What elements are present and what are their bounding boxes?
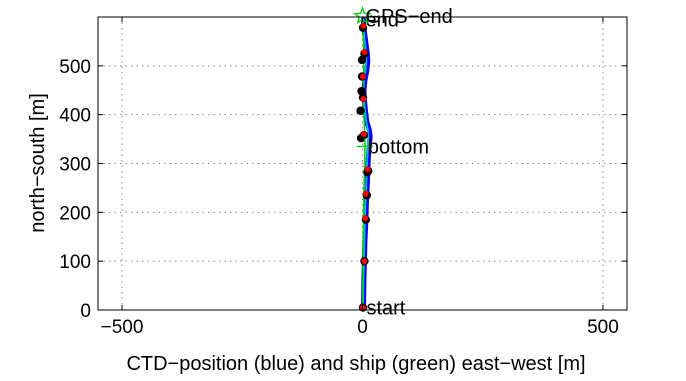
ship-station-marker — [359, 73, 367, 80]
y-tick-label: 500 — [59, 57, 91, 78]
markers — [356, 22, 373, 312]
ship-station-marker — [362, 215, 369, 222]
ship-station-marker — [361, 49, 368, 56]
bottom-plus-marker — [356, 138, 373, 155]
y-tick-label: 200 — [59, 203, 91, 224]
ship-station-marker — [362, 190, 369, 197]
y-tick-label: 0 — [80, 301, 91, 322]
ship-station-marker — [360, 95, 367, 103]
ship-station-marker — [361, 258, 368, 265]
y-tick-label: 100 — [59, 252, 91, 273]
ship-station-marker — [364, 166, 371, 173]
series-line — [361, 18, 366, 309]
ship-station-marker — [360, 131, 368, 138]
x-tick-label: 500 — [587, 317, 619, 338]
x-axis-label: CTD−position (blue) and ship (green) eas… — [126, 353, 585, 375]
x-tick-label: 0 — [357, 317, 368, 338]
y-tick-label: 300 — [59, 155, 91, 176]
series-line — [362, 18, 370, 309]
y-tick-label: 400 — [59, 106, 91, 127]
series — [361, 16, 373, 311]
axes: −500 0 500 0 100 200 300 400 500 — [59, 16, 628, 338]
ctd-station-marker — [356, 106, 365, 115]
annotation-end: end — [366, 9, 399, 31]
annotation-bottom: bottom — [368, 136, 429, 158]
ctd-station-marker — [357, 87, 366, 96]
ship-station-marker — [360, 22, 367, 29]
y-axis-label: north−south [m] — [27, 93, 49, 233]
annotation-start: start — [366, 298, 405, 320]
x-tick-label: −500 — [101, 317, 144, 338]
